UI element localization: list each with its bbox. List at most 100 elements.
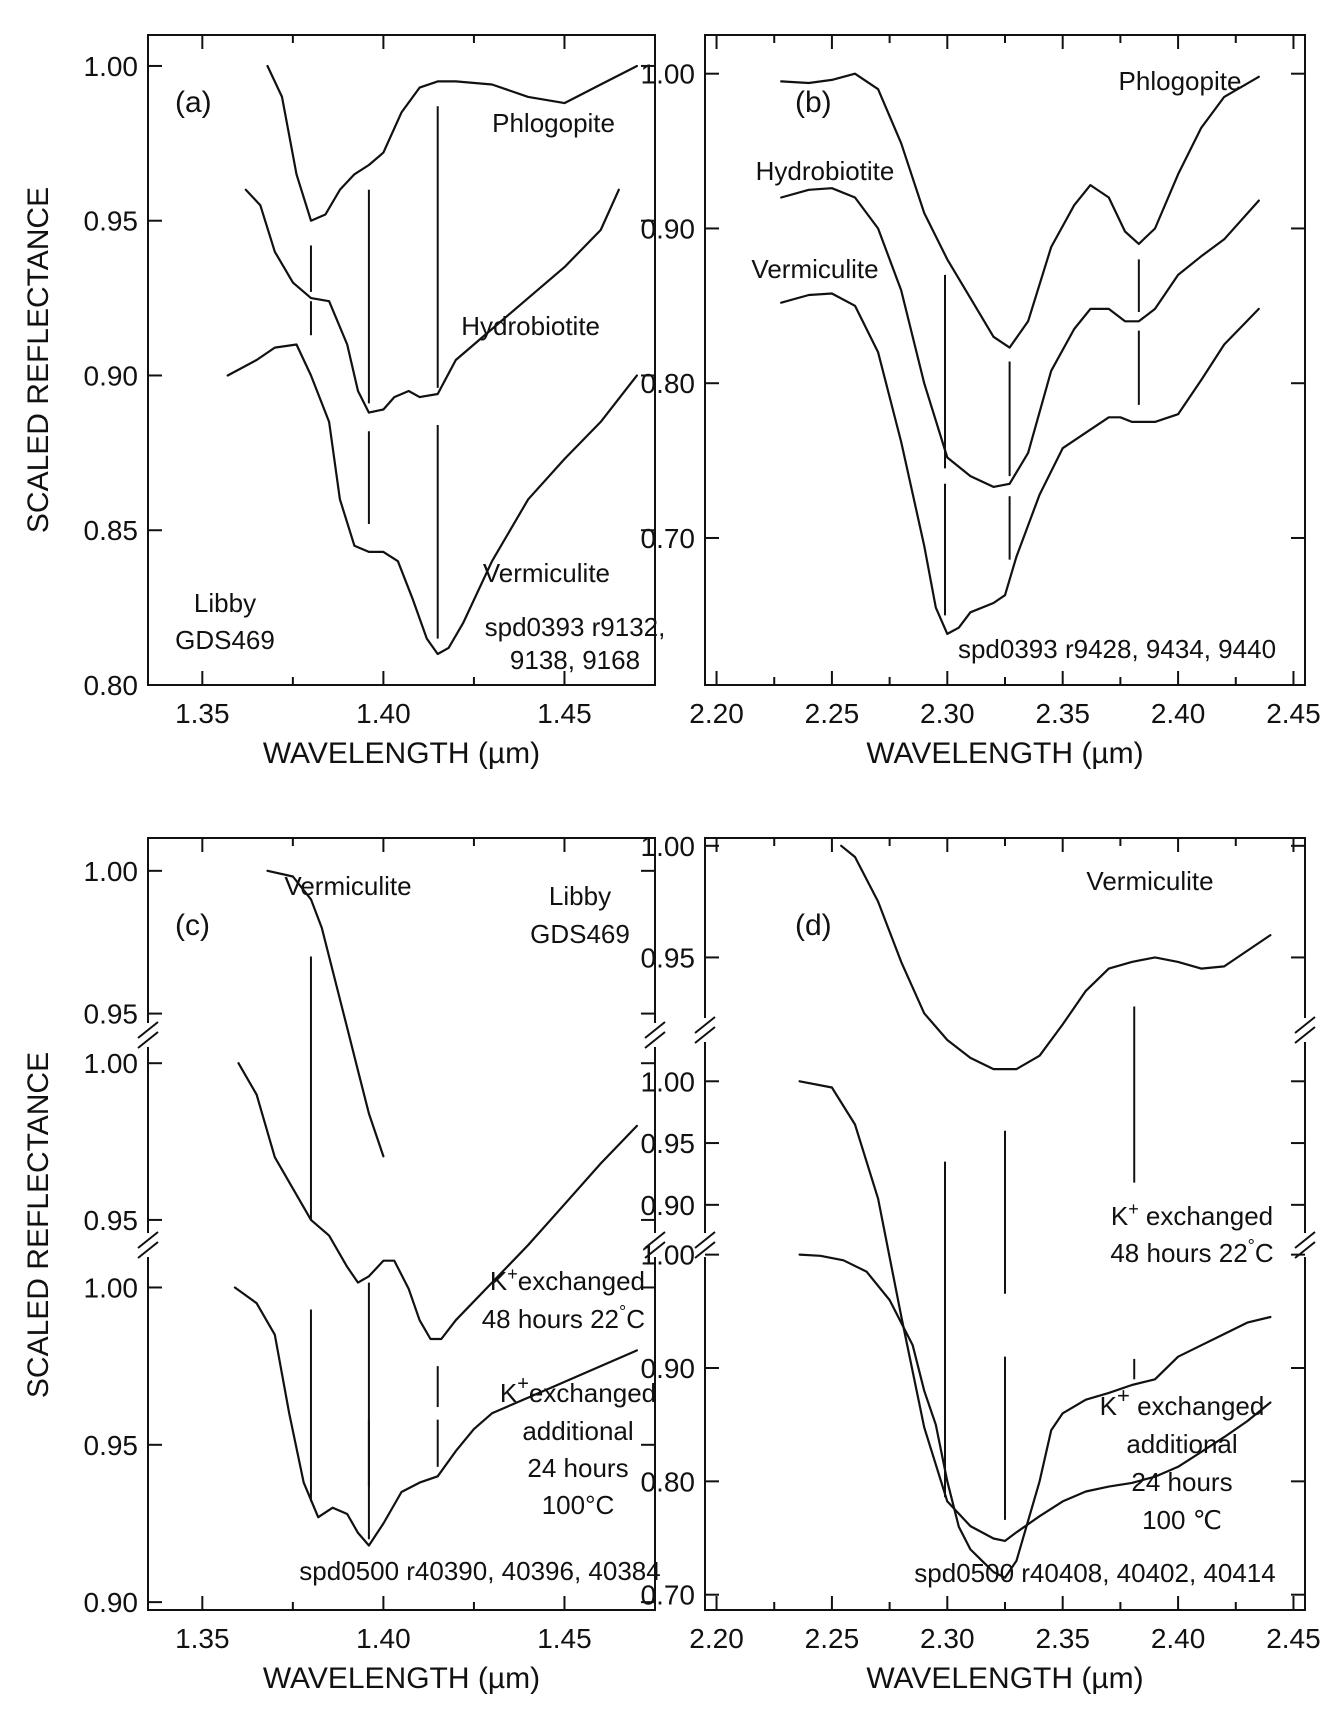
x-tick-label: 1.35 (175, 1623, 230, 1654)
annotation-spd0500-r40408-40402-40414: spd0500 r40408, 40402, 40414 (914, 1558, 1275, 1588)
series-line-hydrobiotite (780, 187, 1260, 488)
axis-break-mark (137, 1021, 159, 1039)
series-label-hydrobiotite: Hydrobiotite (756, 156, 895, 186)
plot-frame (147, 34, 656, 686)
x-tick-label: 1.45 (537, 698, 592, 729)
panel-label: (c) (175, 909, 210, 942)
y-axis-label: SCALED REFLECTANCE (22, 1052, 55, 1398)
series-line-k-exchanged-48-hours-22-c (237, 1062, 638, 1341)
y-tick-label: 0.95 (641, 1128, 696, 1159)
x-tick-label: 2.30 (920, 698, 975, 729)
panel-label: (a) (175, 86, 212, 119)
panel-label: (b) (795, 86, 832, 119)
axis-break-mark (694, 1026, 716, 1044)
y-tick-label: 0.90 (84, 1587, 139, 1618)
y-tick-label: 1.00 (84, 856, 139, 887)
series-label-k-exchanged-100c: K+exchanged (500, 1373, 656, 1408)
y-tick-label: 1.00 (84, 1048, 139, 1079)
panel-d: 2.20 2.25 2.30 2.35 2.40 2.45 1.00 0.95 1.00 0.95… (641, 831, 1321, 1695)
axis-break-mark (137, 1241, 159, 1259)
series-line-phlogopite (780, 72, 1260, 349)
x-tick-label: 1.40 (356, 1623, 411, 1654)
series-line-phlogopite (266, 64, 638, 222)
series-label-24-hours: 24 hours (1131, 1467, 1232, 1497)
series-line-vermiculite (840, 844, 1272, 1071)
y-tick-label: 0.95 (84, 999, 139, 1030)
panel-b: 2.20 2.25 2.30 2.35 2.40 2.45 1.00 0.90 0.80 0.70… (641, 34, 1321, 770)
y-tick-label: 0.70 (641, 1580, 696, 1611)
x-tick-label: 2.20 (689, 698, 744, 729)
series-label-k-exchanged-48h: K+ exchanged (1111, 1199, 1273, 1231)
series-line-hydrobiotite (244, 188, 620, 414)
y-tick-label: 0.95 (84, 1430, 139, 1461)
series-label-100c: 100 ℃ (1142, 1505, 1222, 1535)
x-tick-label: 1.35 (175, 698, 230, 729)
series-label-24-hours: 24 hours (527, 1453, 628, 1483)
panel-c: 1.35 1.40 1.45 1.00 0.95 1.00 0.95 1.00 0.95 0.90… (22, 837, 666, 1695)
y-tick-label: 0.90 (641, 213, 696, 244)
axis-break-mark (694, 1241, 716, 1259)
y-tick-label: 1.00 (84, 1272, 139, 1303)
y-tick-label: 0.90 (84, 360, 139, 391)
series-line-vermiculite (226, 343, 638, 656)
annotation-libby: Libby (194, 588, 256, 618)
y-tick-label: 0.85 (84, 515, 139, 546)
axis-break-mark (644, 1021, 666, 1039)
annotation-spd0393-r9132: spd0393 r9132, (485, 612, 666, 642)
y-tick-label: 1.00 (641, 1240, 696, 1271)
axis-break-mark (1294, 1026, 1316, 1044)
annotation-gds469: GDS469 (530, 919, 630, 949)
plot-frame (147, 837, 656, 1611)
y-tick-label: 0.70 (641, 523, 696, 554)
axis-break-mark (137, 1031, 159, 1049)
y-tick-label: 0.95 (84, 206, 139, 237)
y-tick-label: 0.90 (641, 1353, 696, 1384)
y-tick-label: 1.00 (84, 51, 139, 82)
series-line-vermiculite (780, 292, 1260, 635)
y-tick-label: 1.00 (641, 831, 696, 862)
x-tick-label: 2.30 (920, 1623, 975, 1654)
y-tick-label: 1.00 (641, 1066, 696, 1097)
panel-a: 1.35 1.40 1.45 1.00 0.95 0.90 0.85 0.80 WAVELENG… (22, 34, 666, 770)
y-tick-label: 0.80 (84, 670, 139, 701)
x-tick-label: 2.25 (805, 1623, 860, 1654)
x-tick-label: 2.25 (805, 698, 860, 729)
y-tick-label: 0.80 (641, 1466, 696, 1497)
x-tick-label: 2.35 (1035, 698, 1090, 729)
series-label-vermiculite: Vermiculite (284, 871, 411, 901)
x-tick-label: 2.45 (1266, 698, 1321, 729)
series-label-vermiculite: Vermiculite (1086, 866, 1213, 896)
x-axis-label: WAVELENGTH (µm) (866, 737, 1143, 770)
x-tick-label: 2.40 (1151, 698, 1206, 729)
axis-break-mark (694, 1231, 716, 1249)
y-tick-label: 0.90 (641, 1190, 696, 1221)
axis-break-mark (644, 1231, 666, 1249)
axis-break-mark (1294, 1231, 1316, 1249)
series-line-k-exchanged-additional-24-hours-100-c (233, 1286, 638, 1547)
x-tick-label: 2.20 (689, 1623, 744, 1654)
x-tick-label: 1.40 (356, 698, 411, 729)
series-label-48-hours: 48 hours 22°C (1110, 1236, 1273, 1268)
series-label-vermiculite: Vermiculite (483, 558, 610, 588)
annotation-gds469: GDS469 (175, 625, 275, 655)
x-tick-label: 2.40 (1151, 1623, 1206, 1654)
series-label-k-exchanged-48h: K+exchanged (490, 1264, 645, 1296)
y-axis-label: SCALED REFLECTANCE (22, 187, 55, 533)
x-axis-label: WAVELENGTH (µm) (866, 1662, 1143, 1695)
x-tick-label: 2.35 (1035, 1623, 1090, 1654)
axis-break-mark (137, 1231, 159, 1249)
axis-break-mark (694, 1016, 716, 1034)
series-line-k-exchanged-additional-24-hours-100-c (798, 1253, 1272, 1579)
y-tick-label: 0.80 (641, 368, 696, 399)
annotation-spd0393-r9428-9434-9440: spd0393 r9428, 9434, 9440 (958, 634, 1276, 664)
axis-break-mark (644, 1031, 666, 1049)
series-label-vermiculite: Vermiculite (751, 254, 878, 284)
axis-break-mark (644, 1241, 666, 1259)
series-label-48-hours: 48 hours 22°C (482, 1302, 645, 1334)
annotation-9138-9168: 9138, 9168 (510, 645, 640, 675)
series-label-phlogopite: Phlogopite (1119, 66, 1242, 96)
x-tick-label: 2.45 (1266, 1623, 1321, 1654)
annotation-libby: Libby (549, 881, 611, 911)
axis-break-mark (1294, 1016, 1316, 1034)
